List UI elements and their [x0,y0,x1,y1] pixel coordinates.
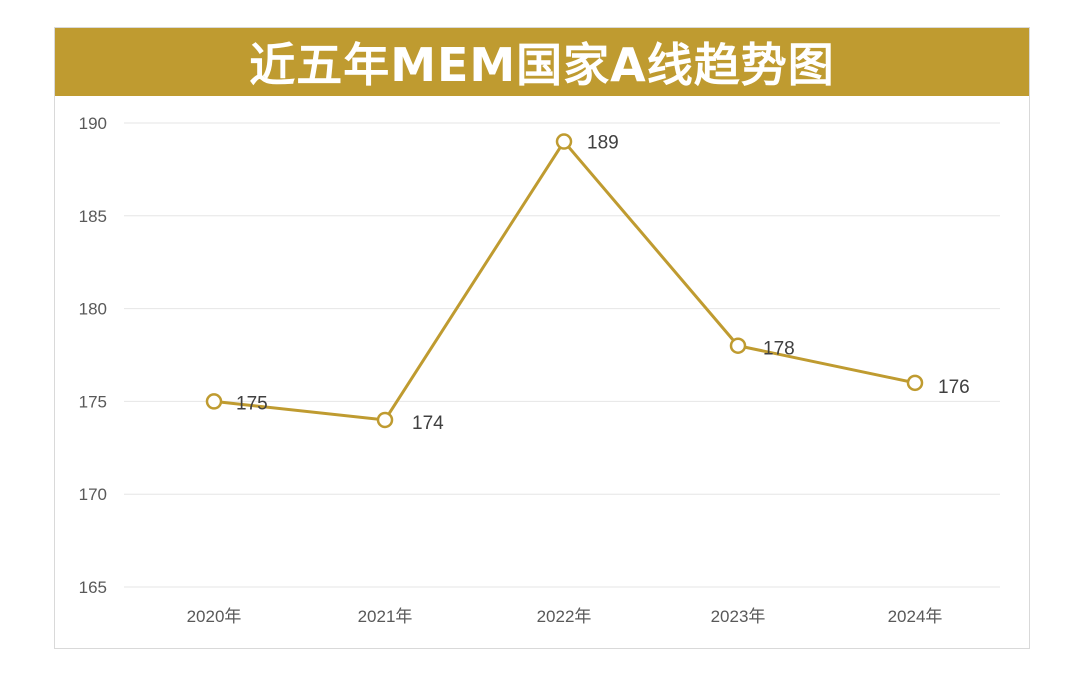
series-line [213,140,916,422]
data-points [205,133,924,429]
chart-title-bar: 近五年MEM国家A线趋势图 [55,28,1029,96]
y-tick-label: 180 [79,300,107,319]
data-label: 176 [938,377,970,398]
y-tick-label: 170 [79,485,107,504]
y-tick-label: 175 [79,392,107,411]
data-point-marker [729,337,747,354]
x-tick-label: 2022年 [537,607,592,626]
x-tick-label: 2020年 [187,607,242,626]
y-tick-label: 190 [79,114,107,133]
data-label: 189 [587,133,619,154]
data-point-marker [205,393,223,410]
gridlines [124,122,1000,588]
series-line-group [213,140,916,422]
x-axis-ticks: 2020年 2021年 2022年 2023年 2024年 [187,607,943,626]
y-axis-ticks: 165 170 175 180 185 190 [79,114,107,597]
x-tick-label: 2021年 [358,607,413,626]
chart-title: 近五年MEM国家A线趋势图 [249,38,835,92]
y-tick-label: 165 [79,578,107,597]
y-tick-label: 185 [79,207,107,226]
data-point-marker [555,133,573,150]
data-point-marker [906,374,924,392]
x-tick-label: 2024年 [888,607,943,626]
data-labels: 175 174 189 178 176 [236,133,970,434]
data-point-marker [376,411,394,429]
chart-frame: 近五年MEM国家A线趋势图 [54,27,1030,649]
x-tick-label: 2023年 [711,607,766,626]
data-label: 174 [412,413,444,434]
data-label: 175 [236,393,268,414]
data-label: 178 [763,339,795,360]
